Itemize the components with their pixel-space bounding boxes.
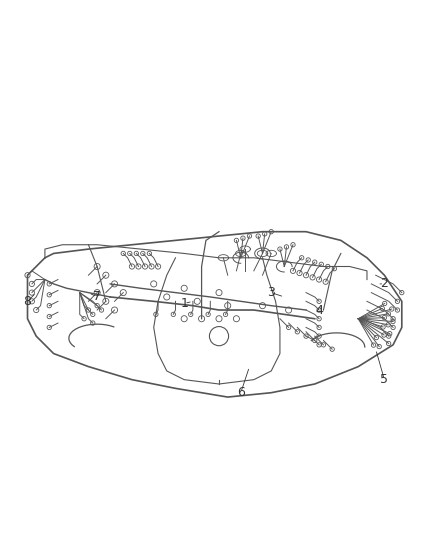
Text: 4: 4	[315, 303, 323, 317]
Text: 8: 8	[24, 295, 32, 308]
Text: 5: 5	[380, 373, 389, 386]
Text: 6: 6	[237, 386, 245, 399]
Text: 3: 3	[267, 286, 275, 299]
Text: 1: 1	[180, 297, 188, 310]
Text: 2: 2	[381, 277, 389, 290]
Text: 7: 7	[93, 290, 101, 303]
